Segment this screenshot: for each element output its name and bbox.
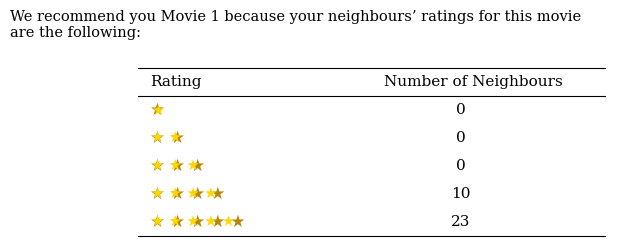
Text: ★: ★ xyxy=(150,101,165,119)
Text: ★ ★ ★ ★: ★ ★ ★ ★ xyxy=(151,186,218,201)
Text: We recommend you Movie 1 because your neighbours’ ratings for this movie
are the: We recommend you Movie 1 because your ne… xyxy=(10,10,580,40)
Text: 0: 0 xyxy=(456,131,466,145)
Text: 0: 0 xyxy=(456,159,466,173)
Text: 0: 0 xyxy=(456,103,466,117)
Text: Rating: Rating xyxy=(150,75,202,89)
Text: 10: 10 xyxy=(451,187,470,201)
Text: ★ ★: ★ ★ xyxy=(151,130,182,145)
Text: ★ ★ ★ ★ ★: ★ ★ ★ ★ ★ xyxy=(150,213,246,231)
Text: ★ ★ ★ ★ ★: ★ ★ ★ ★ ★ xyxy=(151,214,235,229)
Text: ★ ★: ★ ★ xyxy=(150,129,186,147)
Text: ★: ★ xyxy=(151,103,164,117)
Text: Number of Neighbours: Number of Neighbours xyxy=(384,75,563,89)
Text: ★ ★ ★: ★ ★ ★ xyxy=(150,157,205,175)
Text: ★ ★ ★ ★: ★ ★ ★ ★ xyxy=(150,185,226,203)
Text: 23: 23 xyxy=(451,215,470,229)
Text: ★ ★ ★: ★ ★ ★ xyxy=(151,158,200,173)
